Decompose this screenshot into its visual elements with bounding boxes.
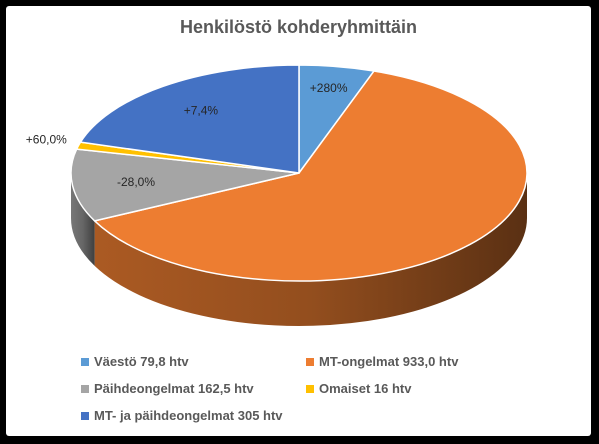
legend-swatch — [306, 357, 314, 366]
pie-data-label-0: +280% — [310, 81, 348, 95]
pie-side-1 — [94, 173, 527, 327]
legend-label: MT-ongelmat 933,0 htv — [319, 354, 459, 369]
chart-frame: Henkilöstö kohderyhmittäin +280% -28,0% +6… — [6, 6, 591, 436]
legend-label: Päihdeongelmat 162,5 htv — [94, 381, 254, 396]
legend-label: Väestö 79,8 htv — [94, 354, 189, 369]
pie-top-faces — [70, 64, 528, 282]
legend-item-mt-ongelmat: MT-ongelmat 933,0 htv — [306, 354, 458, 369]
chart-title: Henkilöstö kohderyhmittäin — [179, 17, 418, 37]
pie-side-walls — [71, 173, 527, 327]
pie-slice-4 — [79, 64, 300, 174]
legend-swatch — [81, 384, 89, 393]
pie-chart: +280% -28,0% +60,0% +7,4% — [26, 64, 528, 327]
legend-item-paihdeongelmat: Päihdeongelmat 162,5 htv — [81, 381, 254, 396]
legend-label: MT- ja päihdeongelmat 305 htv — [94, 408, 283, 423]
legend-swatch — [306, 384, 314, 393]
legend-item-vaesto: Väestö 79,8 htv — [81, 354, 189, 369]
legend-item-omaiset: Omaiset 16 htv — [306, 381, 412, 396]
pie-data-label-3: +60,0% — [26, 133, 67, 147]
legend-swatch — [81, 411, 89, 420]
pie-data-label-2: -28,0% — [117, 175, 155, 189]
legend-swatch — [81, 357, 89, 366]
pie-data-labels: +280% -28,0% +60,0% +7,4% — [26, 81, 348, 189]
legend-item-mt-ja-paihde: MT- ja päihdeongelmat 305 htv — [81, 408, 283, 423]
pie-data-label-4: +7,4% — [184, 104, 219, 118]
pie-side-2 — [71, 173, 95, 266]
pie-slice-1 — [93, 70, 528, 282]
legend-label: Omaiset 16 htv — [319, 381, 412, 396]
